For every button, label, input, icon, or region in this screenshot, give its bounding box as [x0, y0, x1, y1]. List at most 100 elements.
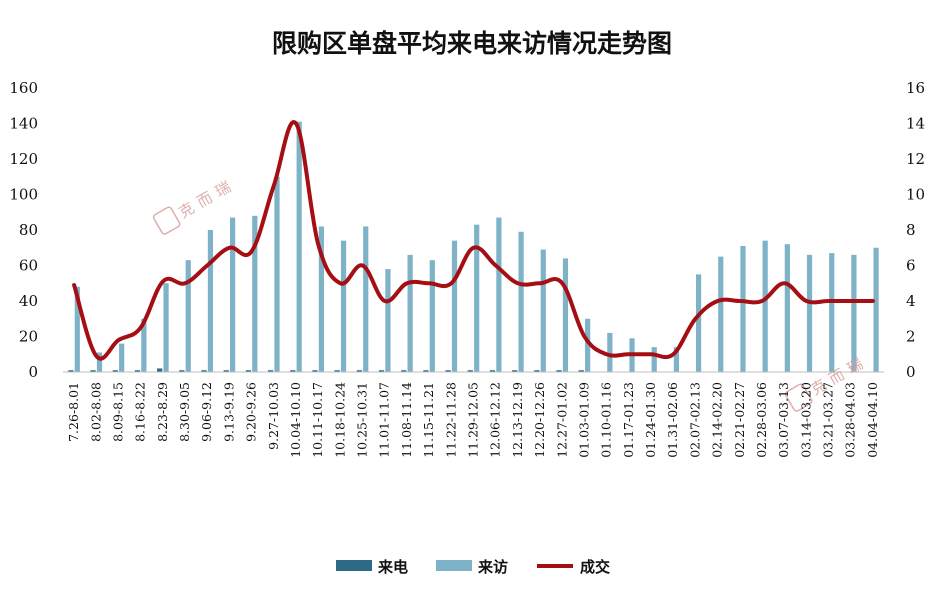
x-tick-label: 12.20-12.26 — [532, 382, 547, 458]
x-tick-label: 8.02-8.08 — [88, 382, 103, 442]
bar-calls — [112, 370, 118, 372]
y-right-tick-label: 6 — [906, 257, 916, 275]
line-deals — [72, 120, 875, 361]
line-layer — [72, 120, 875, 361]
x-tick-label: 03.14-03.20 — [798, 382, 813, 458]
bar-visits — [363, 226, 369, 372]
x-tick-label: 8.23-8.29 — [155, 382, 170, 442]
bar-visits — [318, 226, 324, 372]
bar-calls — [356, 370, 362, 372]
y-right-tick-label: 0 — [906, 363, 916, 381]
y-left-tick-label: 160 — [9, 79, 38, 97]
x-tick-label: 02.28-03.06 — [754, 382, 769, 458]
x-tick-label: 01.17-01.23 — [621, 382, 636, 458]
x-tick-label: 03.21-03.27 — [821, 382, 836, 458]
bar-visits — [385, 269, 391, 372]
y-right-tick-label: 2 — [906, 328, 916, 346]
x-tick-label: 8.09-8.15 — [110, 382, 125, 442]
bar-calls — [578, 370, 584, 372]
bar-calls — [334, 370, 340, 372]
bar-calls — [489, 370, 496, 372]
bar-calls — [68, 370, 74, 372]
bar-calls — [423, 370, 429, 372]
watermark: 克而瑞 — [152, 175, 240, 235]
legend: 来电 来访 成交 — [336, 558, 610, 576]
bar-visits — [429, 260, 435, 372]
bar-calls — [534, 370, 540, 372]
x-tick-label: 10.18-10.24 — [332, 382, 347, 458]
bar-visits — [230, 217, 236, 372]
x-tick-label: 01.03-01.09 — [576, 382, 591, 458]
x-tick-label: 7.26-8.01 — [66, 382, 81, 442]
x-tick-label: 04.04-04.10 — [865, 382, 880, 458]
bar-visits — [651, 347, 657, 372]
y-right-tick-label: 10 — [906, 186, 925, 204]
bar-visits — [851, 254, 857, 372]
x-tick-label: 01.10-01.16 — [599, 382, 614, 458]
bar-visits — [585, 318, 591, 372]
y-right-tick-label: 14 — [906, 115, 925, 133]
x-axis: 7.26-8.01 8.02-8.08 8.09-8.15 8.16-8.22 8.23… — [66, 382, 880, 458]
bar-calls — [134, 370, 141, 372]
watermark-seal — [152, 206, 181, 235]
bar-calls — [445, 370, 451, 372]
x-tick-label: 8.30-9.05 — [177, 382, 192, 442]
x-tick-label: 01.31-02.06 — [665, 382, 680, 458]
bar-visits — [340, 240, 347, 372]
x-tick-label: 10.25-10.31 — [355, 382, 370, 458]
watermark-text: 克而瑞 — [176, 175, 240, 222]
x-tick-label: 02.14-02.20 — [710, 382, 725, 458]
bar-visits — [695, 274, 702, 372]
bar-visits — [163, 283, 169, 372]
bar-visits — [141, 318, 147, 372]
bar-calls — [378, 370, 385, 372]
bar-visits — [806, 254, 813, 372]
bar-calls — [223, 370, 229, 372]
legend-label-deals: 成交 — [580, 558, 610, 576]
x-tick-label: 11.08-11.14 — [399, 382, 414, 458]
x-tick-label: 9.13-9.19 — [221, 382, 236, 442]
y-right-tick-label: 12 — [906, 150, 925, 168]
x-tick-label: 10.04-10.10 — [288, 382, 303, 458]
watermark-text: 克而瑞 — [808, 352, 872, 399]
legend-label-calls: 来电 — [377, 558, 408, 576]
x-tick-label: 9.27-10.03 — [266, 382, 281, 450]
x-tick-label: 12.27-01.02 — [554, 382, 569, 458]
bar-calls — [401, 370, 407, 372]
y-right-tick-label: 4 — [906, 292, 916, 310]
x-tick-label: 12.13-12.19 — [510, 382, 525, 458]
bar-visits — [562, 258, 569, 372]
y-axis-right: 0 2 4 6 8 10 12 14 16 — [906, 79, 925, 381]
x-tick-label: 11.01-11.07 — [377, 382, 392, 458]
y-left-tick-label: 0 — [28, 363, 38, 381]
bar-visits — [96, 352, 103, 372]
x-tick-label: 11.29-12.05 — [466, 382, 481, 458]
bar-calls — [556, 370, 562, 372]
watermark-seal — [784, 383, 813, 412]
y-left-tick-label: 40 — [19, 292, 38, 310]
bar-visits — [274, 176, 280, 372]
x-tick-label: 11.22-11.28 — [443, 382, 458, 458]
y-axis-left: 0 20 40 60 80 100 120 140 160 — [9, 79, 38, 381]
legend-swatch-calls — [336, 560, 372, 571]
bar-visits — [829, 253, 835, 372]
y-right-tick-label: 8 — [906, 221, 916, 239]
legend-label-visits: 来访 — [477, 558, 508, 576]
y-left-tick-label: 140 — [9, 115, 38, 133]
bar-calls — [179, 370, 185, 372]
bar-visits — [451, 240, 458, 372]
x-tick-label: 12.06-12.12 — [488, 382, 503, 458]
legend-swatch-visits — [436, 560, 472, 571]
x-tick-label: 8.16-8.22 — [133, 382, 148, 442]
x-tick-label: 11.15-11.21 — [421, 382, 436, 458]
bar-calls — [245, 370, 252, 372]
bar-visits — [673, 347, 680, 372]
bar-visits — [607, 332, 613, 372]
bar-visits — [718, 256, 724, 372]
bar-calls — [157, 368, 163, 372]
y-left-tick-label: 100 — [9, 186, 38, 204]
x-tick-label: 03.28-04.03 — [843, 382, 858, 458]
bar-visits — [407, 254, 413, 372]
y-right-tick-label: 16 — [906, 79, 925, 97]
x-tick-label: 9.20-9.26 — [244, 382, 259, 442]
